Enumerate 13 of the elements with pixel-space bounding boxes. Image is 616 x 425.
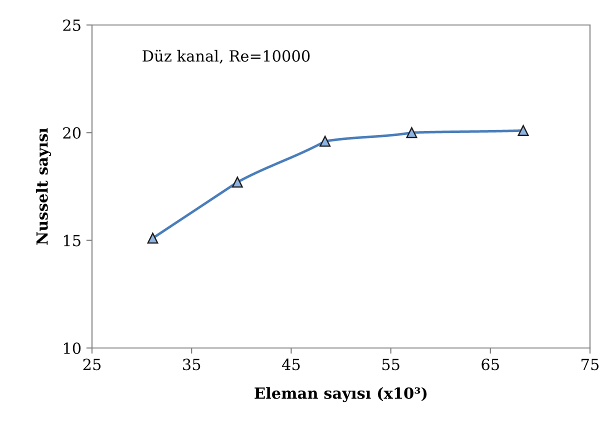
annotation: Düz kanal, Re=10000 xyxy=(142,50,310,64)
x-tick-label: 25 xyxy=(83,358,101,370)
x-tick-label: 65 xyxy=(482,358,499,370)
x-tick-label: 45 xyxy=(282,358,300,370)
x-tick-label: 75 xyxy=(582,358,599,370)
y-axis-title: Nusselt sayısı xyxy=(36,128,52,245)
x-tick-label: 55 xyxy=(382,358,400,370)
x-tick-label: 35 xyxy=(183,358,200,370)
y-tick-label: 10 xyxy=(64,342,81,354)
y-tick-label: 25 xyxy=(63,19,80,32)
x-axis-title: Eleman sayısı (x10³) xyxy=(254,387,427,402)
y-tick-label: 15 xyxy=(64,234,80,246)
y-tick-label: 20 xyxy=(63,127,81,139)
